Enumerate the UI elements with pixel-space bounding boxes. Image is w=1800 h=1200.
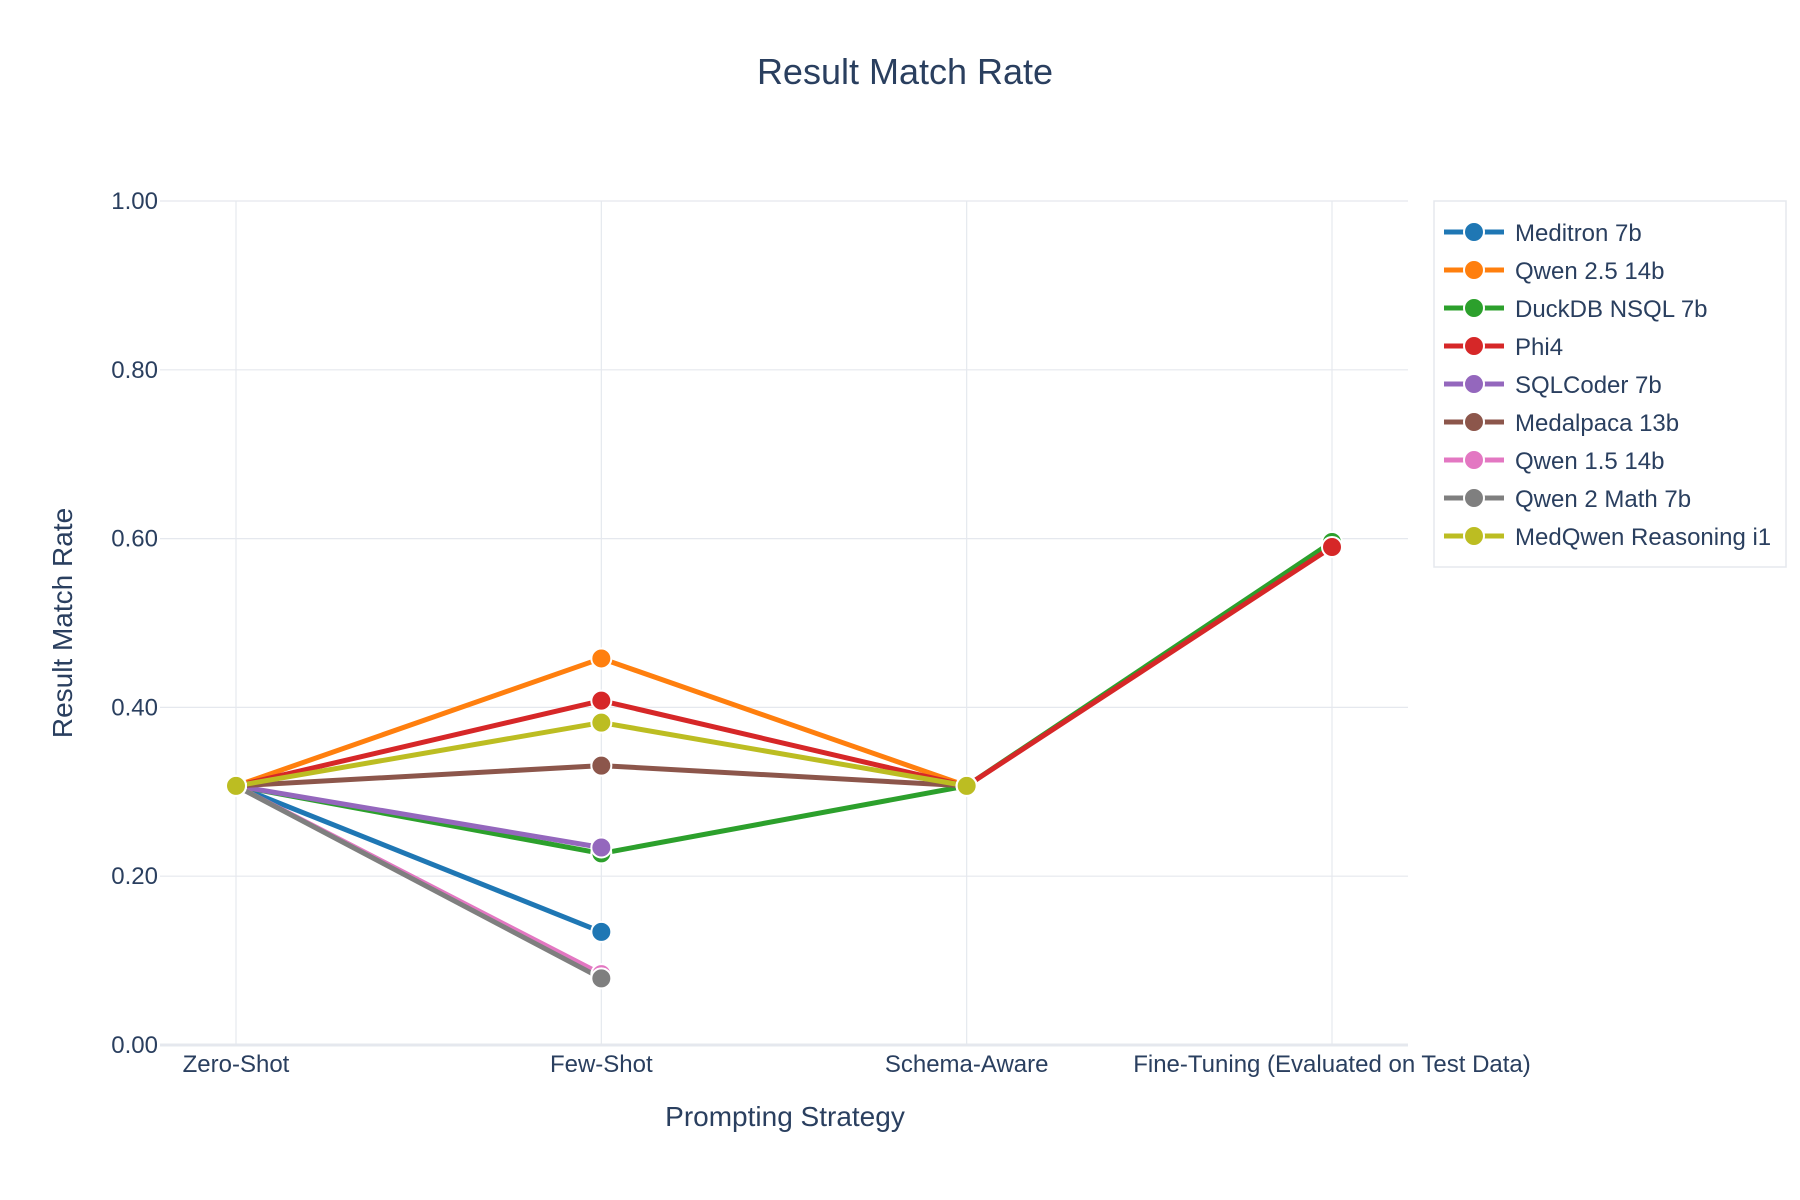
legend-swatch-marker: [1463, 335, 1485, 357]
legend-label: Meditron 7b: [1515, 220, 1642, 247]
legend-swatch-marker: [1463, 297, 1485, 319]
legend-label: Qwen 1.5 14b: [1515, 448, 1664, 475]
data-point: [590, 711, 613, 734]
legend-item: DuckDB NSQL 7b: [1444, 296, 1708, 323]
series-7: [234, 783, 603, 981]
legend-swatch-marker: [1463, 373, 1485, 395]
x-tick-label: Few-Shot: [550, 1051, 653, 1078]
legend-label: MedQwen Reasoning i1: [1515, 524, 1771, 551]
legend-swatch-marker: [1463, 411, 1485, 433]
legend-label: Medalpaca 13b: [1515, 410, 1679, 437]
data-point: [590, 689, 613, 712]
series-0: [235, 783, 603, 935]
legend-label: SQLCoder 7b: [1515, 372, 1662, 399]
series-line: [235, 783, 603, 935]
legend-item: SQLCoder 7b: [1444, 372, 1662, 399]
legend-label: Phi4: [1515, 334, 1563, 361]
plot-area: [225, 530, 1343, 990]
y-tick-label: 0.20: [111, 863, 158, 890]
y-tick-label: 0.40: [111, 694, 158, 721]
y-axis: 0.00 0.20 0.40 0.60 0.80 1.00: [111, 188, 158, 1059]
series-line: [235, 544, 1334, 789]
series-8-points: [225, 711, 978, 797]
x-tick-label: Zero-Shot: [183, 1051, 290, 1078]
y-tick-label: 1.00: [111, 188, 158, 215]
legend-item: Medalpaca 13b: [1444, 410, 1679, 437]
data-point: [955, 774, 978, 797]
legend-item: Qwen 2 Math 7b: [1444, 486, 1691, 513]
data-point: [1321, 536, 1343, 559]
series-4: [235, 783, 602, 850]
series-3: [235, 544, 1334, 789]
legend-item: MedQwen Reasoning i1: [1444, 524, 1771, 551]
y-tick-label: 0.60: [111, 526, 158, 553]
data-point: [590, 836, 613, 859]
data-point: [590, 647, 613, 670]
data-point: [590, 967, 613, 990]
legend-item: Meditron 7b: [1444, 220, 1642, 247]
legend-label: Qwen 2 Math 7b: [1515, 486, 1691, 513]
legend: Meditron 7b Qwen 2.5 14b DuckDB NSQL 7b Phi…: [1433, 200, 1787, 568]
x-tick-label: Fine-Tuning (Evaluated on Test Data): [1133, 1051, 1531, 1078]
legend-label: Qwen 2.5 14b: [1515, 258, 1664, 285]
y-tick-label: 0.00: [111, 1032, 158, 1059]
x-axis: Zero-Shot Few-Shot Schema-Aware Fine-Tuning…: [183, 1051, 1531, 1078]
legend-swatch-marker: [1463, 221, 1485, 243]
legend-swatch-marker: [1463, 525, 1485, 547]
series-2: [235, 539, 1334, 856]
legend-swatch-marker: [1463, 487, 1485, 509]
grid: [160, 200, 1408, 1047]
x-axis-title: Prompting Strategy: [665, 1101, 905, 1132]
legend-item: Phi4: [1444, 334, 1563, 361]
y-tick-label: 0.80: [111, 357, 158, 384]
legend-swatch-marker: [1463, 449, 1485, 471]
data-point: [225, 774, 247, 797]
data-point: [590, 754, 613, 777]
data-point: [590, 920, 613, 943]
legend-label: DuckDB NSQL 7b: [1515, 296, 1708, 323]
legend-swatch-marker: [1463, 259, 1485, 281]
y-axis-title: Result Match Rate: [47, 508, 78, 738]
series-line: [235, 539, 1334, 856]
chart-title: Result Match Rate: [757, 51, 1053, 92]
legend-item: Qwen 1.5 14b: [1444, 448, 1664, 475]
legend-item: Qwen 2.5 14b: [1444, 258, 1664, 285]
x-tick-label: Schema-Aware: [885, 1051, 1049, 1078]
series-line: [234, 783, 603, 981]
series-line: [235, 783, 602, 850]
